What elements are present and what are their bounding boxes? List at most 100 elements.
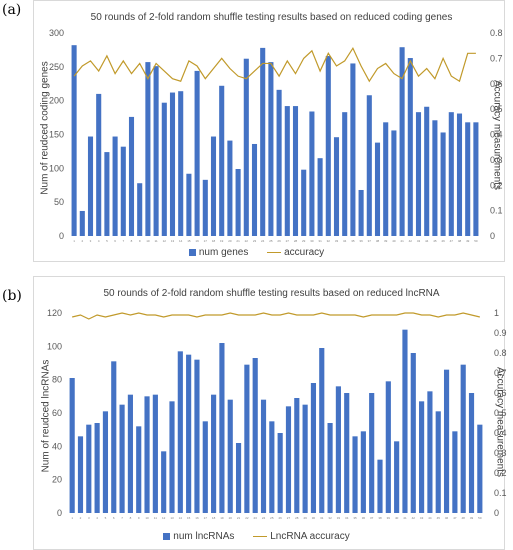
bar xyxy=(301,169,307,236)
x-tick-label: 30 xyxy=(310,239,314,243)
bar xyxy=(202,421,208,513)
bar xyxy=(448,112,454,236)
y-tick-label: 120 xyxy=(47,308,62,318)
x-tick-label: 16 xyxy=(195,239,199,243)
bar xyxy=(178,91,184,237)
bar xyxy=(94,423,100,513)
x-tick-label: 7 xyxy=(122,239,124,243)
x-tick-label: 35 xyxy=(353,516,357,520)
x-tick-label: 46 xyxy=(441,239,445,243)
bar xyxy=(477,424,483,513)
legend-item-line: accuracy xyxy=(267,247,324,258)
bar xyxy=(366,95,372,237)
bar xyxy=(96,93,102,237)
bar xyxy=(284,106,290,236)
bar xyxy=(186,173,192,236)
bar xyxy=(276,89,282,236)
bar xyxy=(335,386,341,513)
bar xyxy=(77,436,84,513)
bar xyxy=(169,92,176,237)
x-tick-label: 12 xyxy=(162,516,166,520)
bar xyxy=(468,393,475,513)
bar xyxy=(369,393,375,513)
x-tick-label: 16 xyxy=(195,516,199,520)
bar xyxy=(452,431,458,513)
x-tick-label: 33 xyxy=(337,516,341,520)
x-tick-label: 17 xyxy=(204,516,208,520)
accuracy-line xyxy=(72,312,480,320)
y2-tick-label: 0 xyxy=(490,231,495,241)
legend-swatch-line xyxy=(267,251,282,253)
y2-tick-label: 0.7 xyxy=(490,53,503,63)
x-tick-label: 35 xyxy=(351,239,355,243)
bar xyxy=(443,369,450,513)
x-tick-label: 18 xyxy=(212,239,216,243)
x-tick-label: 25 xyxy=(269,239,273,243)
x-tick-label: 31 xyxy=(320,516,324,520)
y2-tick-label: 0.5 xyxy=(494,408,507,418)
x-tick-label: 39 xyxy=(387,516,391,520)
bar xyxy=(342,112,348,236)
bar xyxy=(202,179,208,236)
bar xyxy=(360,431,366,513)
x-tick-label: 31 xyxy=(318,239,322,243)
x-tick-label: 21 xyxy=(237,516,241,520)
legend-swatch-line xyxy=(253,535,268,537)
x-tick-label: 23 xyxy=(254,516,258,520)
x-tick-label: 4 xyxy=(98,239,100,243)
x-tick-label: 40 xyxy=(395,516,399,520)
bar xyxy=(127,394,133,513)
bar xyxy=(309,111,315,236)
x-tick-label: 32 xyxy=(328,516,332,520)
x-tick-label: 43 xyxy=(417,239,421,243)
x-tick-label: 8 xyxy=(131,239,133,243)
x-tick-label: 34 xyxy=(343,239,347,243)
bar xyxy=(407,58,413,236)
x-tick-label: 44 xyxy=(425,239,429,243)
x-tick-label: 22 xyxy=(245,516,249,520)
bar xyxy=(374,142,381,236)
bar xyxy=(79,210,85,236)
bar xyxy=(260,399,267,513)
bar xyxy=(112,136,118,236)
bar xyxy=(186,354,192,513)
chart-legend: num lncRNAs LncRNA accuracy xyxy=(0,531,513,542)
y2-tick-label: 0.1 xyxy=(490,206,503,216)
legend-item-bars: num genes xyxy=(188,247,249,258)
chart-frame xyxy=(33,0,505,262)
x-tick-label: 33 xyxy=(335,239,339,243)
x-tick-label: 29 xyxy=(302,239,306,243)
y2-tick-label: 0.9 xyxy=(494,328,507,338)
bar xyxy=(235,169,241,236)
x-tick-label: 1 xyxy=(73,239,75,243)
x-tick-label: 5 xyxy=(105,516,107,520)
legend-label: accuracy xyxy=(284,247,325,258)
x-tick-label: 12 xyxy=(163,239,167,243)
x-tick-label: 2 xyxy=(81,239,83,243)
bar xyxy=(473,122,479,236)
bar xyxy=(399,47,405,237)
chart-title: 50 rounds of 2-fold random shuffle testi… xyxy=(90,12,453,23)
bar xyxy=(383,122,389,236)
y-tick-label: 300 xyxy=(49,28,64,38)
bar xyxy=(119,404,125,513)
y-tick-label: 0 xyxy=(59,231,64,241)
chart-plot-area: 02040608010012000.10.20.30.40.50.60.70.8… xyxy=(47,308,507,520)
x-tick-label: 10 xyxy=(145,516,149,520)
x-tick-label: 28 xyxy=(294,239,298,243)
x-tick-label: 14 xyxy=(179,239,183,243)
y2-tick-label: 0.3 xyxy=(490,155,503,165)
legend-label: num genes xyxy=(198,247,249,258)
x-tick-label: 45 xyxy=(433,239,437,243)
bar xyxy=(317,158,323,236)
bar xyxy=(285,406,292,513)
bar xyxy=(465,122,471,236)
x-tick-label: 6 xyxy=(114,239,116,243)
y2-tick-label: 1 xyxy=(494,308,499,318)
bar xyxy=(111,361,117,513)
bar xyxy=(152,394,158,513)
bar xyxy=(219,343,225,513)
y-tick-label: 100 xyxy=(49,163,64,173)
bar xyxy=(333,137,340,236)
bar xyxy=(460,364,466,513)
